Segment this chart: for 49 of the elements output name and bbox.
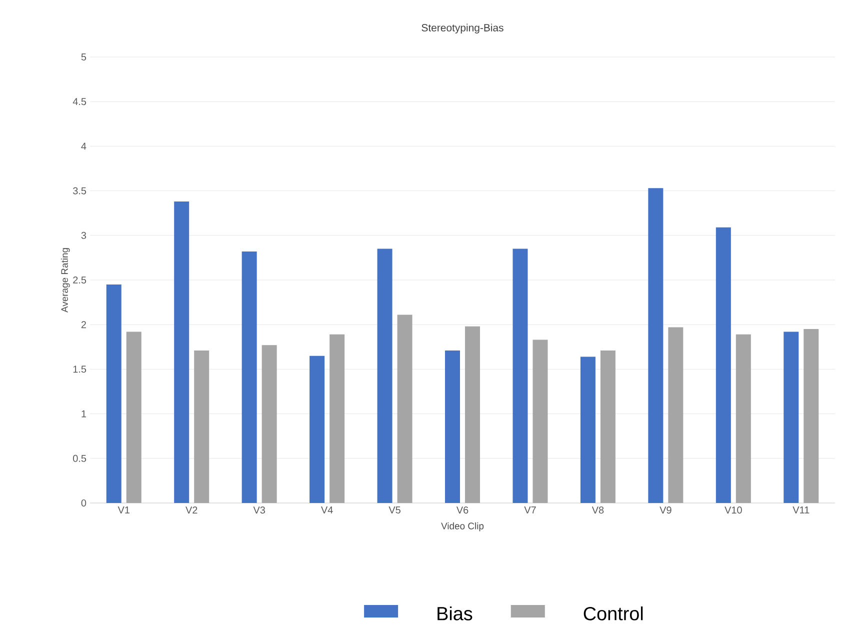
x-tick-label: V11 <box>792 506 810 514</box>
bar <box>600 350 616 503</box>
bar <box>532 340 548 503</box>
x-tick-label: V7 <box>524 506 536 514</box>
y-tick-label: 1 <box>82 410 86 418</box>
x-tick-label: V2 <box>186 506 198 514</box>
chart-title: Stereotyping-Bias <box>422 24 504 34</box>
bar <box>716 227 731 503</box>
y-tick-label: 3.5 <box>73 187 86 194</box>
x-tick-label: V10 <box>724 506 742 514</box>
bar <box>262 345 277 503</box>
y-tick-label: 5 <box>81 54 86 60</box>
bar <box>465 326 480 503</box>
y-tick-label: 2.5 <box>73 276 86 284</box>
bar <box>668 327 684 503</box>
bar <box>804 329 819 503</box>
bar <box>397 314 412 503</box>
y-tick-label: 0.5 <box>73 454 86 462</box>
y-tick-label: 0 <box>81 499 86 507</box>
x-tick-label: V8 <box>592 506 604 514</box>
x-tick-label: V6 <box>456 506 468 514</box>
bar <box>106 284 122 503</box>
bar <box>377 248 392 503</box>
y-tick-label: 3 <box>81 232 86 239</box>
bar <box>126 332 142 503</box>
bar <box>194 350 210 503</box>
y-tick-label: 4.5 <box>72 98 86 106</box>
legend-label: Control <box>584 606 643 620</box>
bar <box>784 332 799 503</box>
bar <box>648 188 664 503</box>
x-tick-label: V5 <box>388 506 400 514</box>
x-tick-label: V3 <box>253 506 265 514</box>
bar <box>242 251 257 503</box>
y-tick-label: 2 <box>81 321 86 328</box>
x-axis-title: Video Clip <box>441 522 484 532</box>
bar <box>580 356 596 503</box>
x-tick-label: V1 <box>118 506 130 514</box>
bar <box>736 334 751 503</box>
bar <box>310 356 325 503</box>
y-tick-label: 4 <box>81 142 86 150</box>
x-tick-label: V4 <box>321 506 333 514</box>
legend-label: Bias <box>438 606 472 620</box>
x-tick-label: V9 <box>660 506 672 514</box>
y-axis-title: Average Rating <box>60 248 70 313</box>
y-tick-label: 1.5 <box>73 366 86 373</box>
bar <box>512 248 528 503</box>
bar <box>330 334 345 503</box>
bar <box>174 202 190 503</box>
bar <box>445 350 460 503</box>
